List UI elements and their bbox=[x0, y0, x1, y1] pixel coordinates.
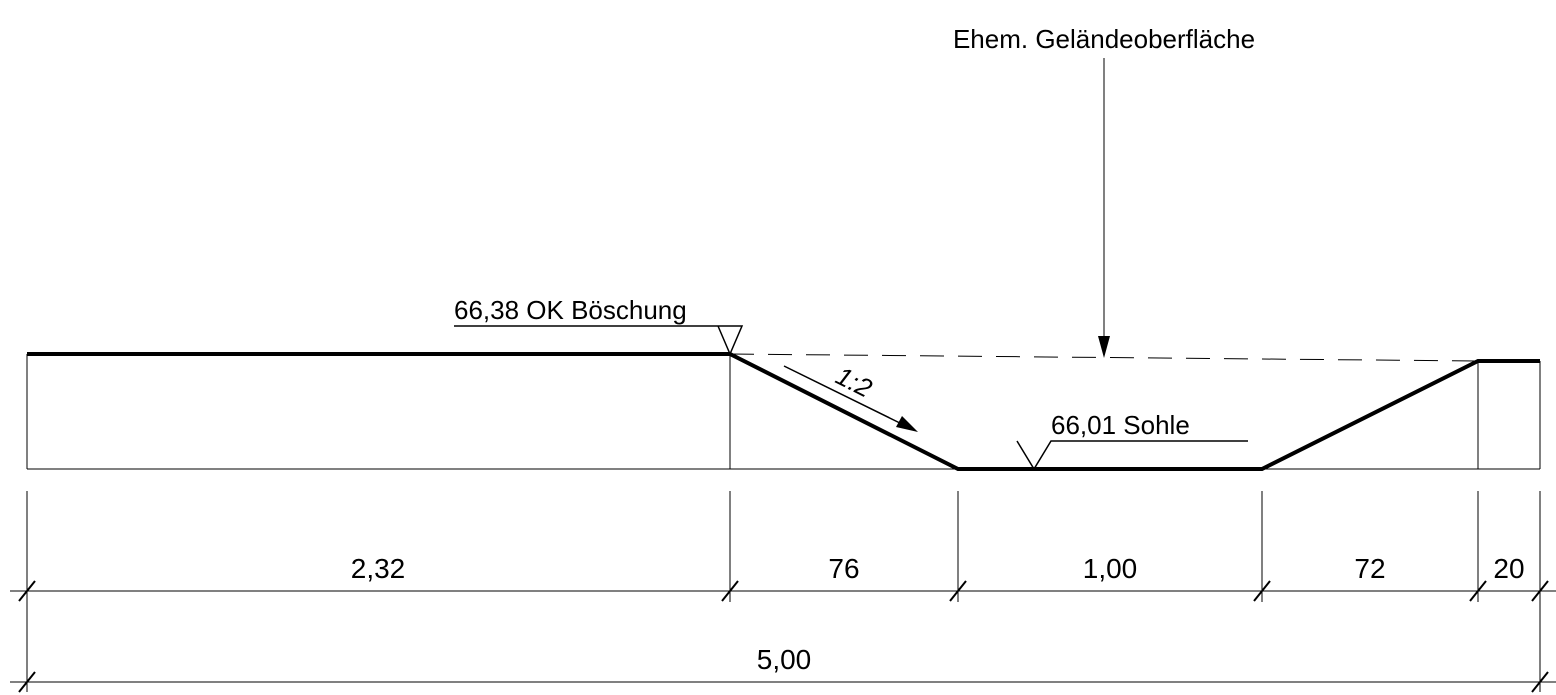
dimension-segment-1: 2,32 bbox=[351, 553, 406, 584]
top-of-slope-marker bbox=[454, 325, 744, 356]
terrain-profile bbox=[27, 352, 1540, 471]
slope-ratio-label: 1:2 bbox=[831, 360, 877, 403]
top-of-slope-label: 66,38 OK Böschung bbox=[454, 295, 687, 325]
segment-dimension-ticks bbox=[18, 580, 1549, 602]
slope-ratio-arrowhead bbox=[896, 416, 918, 432]
former-ground-arrowhead bbox=[1098, 336, 1110, 358]
dimension-total: 5,00 bbox=[757, 644, 812, 675]
dimension-segment-2: 76 bbox=[828, 553, 859, 584]
dimension-segment-4: 72 bbox=[1354, 553, 1385, 584]
total-dimension-ticks bbox=[18, 671, 1549, 693]
former-ground-line bbox=[729, 353, 1479, 362]
former-ground-label: Ehem. Geländeoberfläche bbox=[953, 24, 1255, 54]
dimension-segment-5: 20 bbox=[1493, 553, 1524, 584]
slope-ratio-arrow-line bbox=[783, 365, 909, 428]
section-outline bbox=[26, 354, 1541, 470]
bottom-level-marker bbox=[1016, 440, 1248, 471]
dimension-segment-3: 1,00 bbox=[1083, 553, 1138, 584]
bottom-level-label: 66,01 Sohle bbox=[1051, 410, 1190, 440]
